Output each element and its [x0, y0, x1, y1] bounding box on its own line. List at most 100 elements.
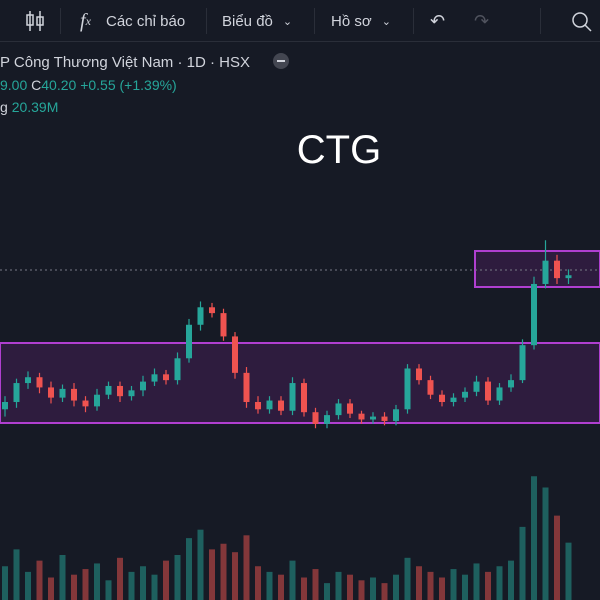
volume-bar	[13, 549, 20, 600]
candle-body	[209, 307, 215, 314]
candle-body	[324, 415, 330, 424]
candle-body	[13, 383, 20, 402]
symbol-name: P Công Thương Việt Nam · 1D · HSX	[0, 54, 250, 71]
volume-bar	[2, 566, 8, 600]
candle-body	[347, 403, 353, 414]
volume-bar	[82, 569, 89, 600]
volume-bar	[105, 580, 112, 600]
volume-bar	[370, 577, 376, 600]
candle-body	[2, 402, 8, 410]
volume-bar	[462, 574, 468, 600]
volume-label: g	[0, 99, 8, 115]
volume-bar	[393, 574, 399, 600]
candle-body	[59, 388, 66, 398]
volume-bar	[174, 555, 181, 600]
volume-bar	[140, 566, 146, 600]
candle-body	[427, 380, 434, 395]
candle-body	[255, 402, 261, 410]
candles-icon[interactable]	[24, 0, 46, 42]
search-icon[interactable]	[570, 0, 594, 42]
change-value: +0.55 (+1.39%)	[80, 77, 177, 93]
profile-label: Hồ sơ	[331, 12, 372, 30]
candle-body	[117, 385, 123, 397]
volume-bar	[301, 577, 307, 600]
volume-bar	[496, 566, 503, 600]
volume-bar	[71, 574, 77, 600]
candle-body	[105, 385, 112, 395]
candle-body	[473, 381, 480, 392]
volume-bar	[381, 583, 388, 600]
candle-body	[312, 412, 319, 424]
separator	[540, 8, 541, 34]
redo-button[interactable]: ↷	[474, 10, 490, 31]
separator	[60, 8, 61, 34]
candle-body	[508, 380, 514, 388]
volume-bar	[519, 526, 526, 600]
volume-bar	[278, 574, 284, 600]
volume-bar	[266, 571, 273, 600]
volume-bar	[128, 571, 135, 600]
candle-body	[186, 324, 192, 359]
separator	[413, 8, 414, 34]
volume-bar	[347, 574, 353, 600]
profile-button[interactable]: Hồ sơ ⌄	[331, 12, 391, 30]
volume-bar	[209, 549, 215, 600]
candle-body	[358, 413, 365, 420]
candle-body	[232, 336, 238, 373]
close-value: 40.20	[41, 77, 77, 93]
volume-bar	[59, 555, 66, 600]
volume-bar	[565, 542, 572, 600]
candle-body	[370, 416, 376, 420]
volume-bar	[554, 515, 560, 600]
volume-bar	[508, 560, 514, 600]
candle-body	[94, 394, 100, 407]
collapse-button[interactable]	[272, 52, 290, 70]
candle-body	[335, 403, 342, 416]
candle-body	[496, 387, 503, 401]
candle-body	[82, 400, 89, 407]
volume-bar	[324, 583, 330, 600]
candle-body	[450, 397, 457, 402]
volume-bar	[312, 569, 319, 600]
chart-menu-label: Biểu đồ	[222, 12, 273, 30]
chart-menu-button[interactable]: Biểu đồ ⌄	[222, 12, 293, 30]
candle-body	[289, 383, 296, 411]
volume-bar	[232, 552, 238, 600]
zone-box	[0, 342, 600, 424]
volume-bar	[117, 557, 123, 600]
volume-bar	[94, 563, 100, 600]
candle-body	[151, 374, 158, 382]
candle-body	[393, 409, 399, 421]
indicators-button[interactable]: Các chỉ báo	[106, 12, 186, 30]
volume-row: g 20.39M	[0, 96, 290, 118]
candle-body	[278, 400, 284, 411]
candle-body	[439, 394, 445, 402]
zone-box	[474, 250, 600, 288]
volume-bar	[36, 560, 43, 600]
candle-body	[462, 391, 468, 398]
chart-title: CTG	[296, 128, 382, 172]
candle-body	[266, 400, 273, 410]
undo-button[interactable]: ↶	[430, 10, 446, 31]
volume-bar	[485, 571, 491, 600]
candle-body	[174, 358, 181, 381]
separator	[314, 8, 315, 34]
volume-value: 20.39M	[11, 99, 59, 115]
candle-body	[404, 368, 411, 410]
candle-body	[243, 372, 250, 402]
candle-body	[416, 368, 422, 381]
candle-body	[128, 390, 135, 397]
volume-bar	[473, 563, 480, 600]
volume-bar	[427, 571, 434, 600]
volume-bar	[220, 543, 227, 600]
candle-body	[25, 377, 31, 384]
volume-bar	[163, 560, 169, 600]
candle-body	[485, 381, 491, 401]
candle-body	[220, 313, 227, 337]
candle-body	[531, 283, 537, 346]
volume-bar	[289, 560, 296, 600]
candle-body	[301, 383, 307, 413]
